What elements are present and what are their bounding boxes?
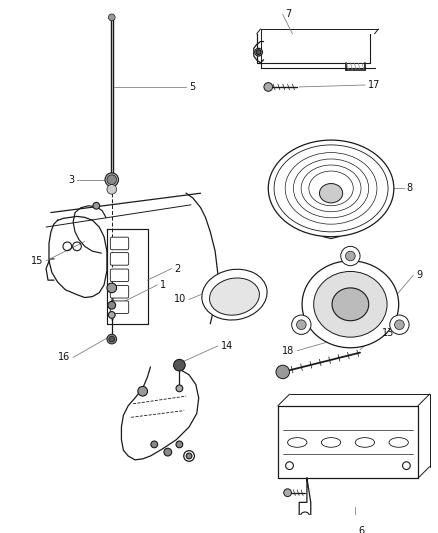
Text: 14: 14: [221, 341, 233, 351]
FancyBboxPatch shape: [110, 269, 129, 281]
Text: 1: 1: [160, 280, 166, 290]
Circle shape: [151, 441, 158, 448]
Circle shape: [138, 386, 148, 396]
Text: 18: 18: [282, 346, 294, 356]
Circle shape: [107, 283, 117, 293]
Text: 10: 10: [174, 294, 186, 304]
Circle shape: [93, 203, 100, 209]
FancyBboxPatch shape: [110, 237, 129, 250]
Circle shape: [107, 175, 117, 184]
Circle shape: [176, 385, 183, 392]
Circle shape: [284, 489, 291, 497]
Circle shape: [164, 448, 172, 456]
Circle shape: [108, 301, 116, 309]
Ellipse shape: [268, 140, 394, 237]
Text: 15: 15: [31, 256, 43, 266]
Circle shape: [264, 83, 272, 91]
Circle shape: [255, 49, 262, 56]
Ellipse shape: [302, 261, 399, 348]
Ellipse shape: [319, 183, 343, 203]
Circle shape: [107, 334, 117, 344]
Circle shape: [256, 50, 261, 54]
Text: 3: 3: [68, 175, 74, 185]
Text: 9: 9: [416, 270, 422, 280]
Circle shape: [173, 359, 185, 371]
Circle shape: [292, 315, 311, 334]
Ellipse shape: [355, 438, 374, 447]
FancyBboxPatch shape: [110, 286, 129, 298]
Circle shape: [108, 14, 115, 21]
Text: 2: 2: [175, 263, 181, 273]
Circle shape: [276, 365, 290, 378]
Ellipse shape: [389, 438, 408, 447]
Circle shape: [109, 336, 115, 342]
FancyBboxPatch shape: [110, 301, 129, 313]
Ellipse shape: [202, 269, 267, 320]
Ellipse shape: [332, 288, 369, 321]
Ellipse shape: [288, 438, 307, 447]
Circle shape: [341, 246, 360, 265]
Circle shape: [107, 184, 117, 194]
Text: 8: 8: [406, 183, 413, 193]
Circle shape: [395, 320, 404, 329]
Circle shape: [186, 453, 192, 459]
Text: 6: 6: [358, 526, 364, 533]
Circle shape: [176, 441, 183, 448]
Circle shape: [346, 251, 355, 261]
Circle shape: [105, 173, 119, 187]
Text: 17: 17: [368, 80, 380, 90]
Circle shape: [108, 312, 115, 318]
FancyBboxPatch shape: [110, 253, 129, 265]
Text: 7: 7: [286, 10, 292, 20]
Ellipse shape: [321, 438, 341, 447]
Text: 16: 16: [58, 352, 70, 362]
Ellipse shape: [314, 271, 387, 337]
Text: 5: 5: [189, 82, 195, 92]
Ellipse shape: [209, 278, 259, 315]
Circle shape: [390, 315, 409, 334]
Text: 13: 13: [382, 328, 395, 338]
Circle shape: [297, 320, 306, 329]
